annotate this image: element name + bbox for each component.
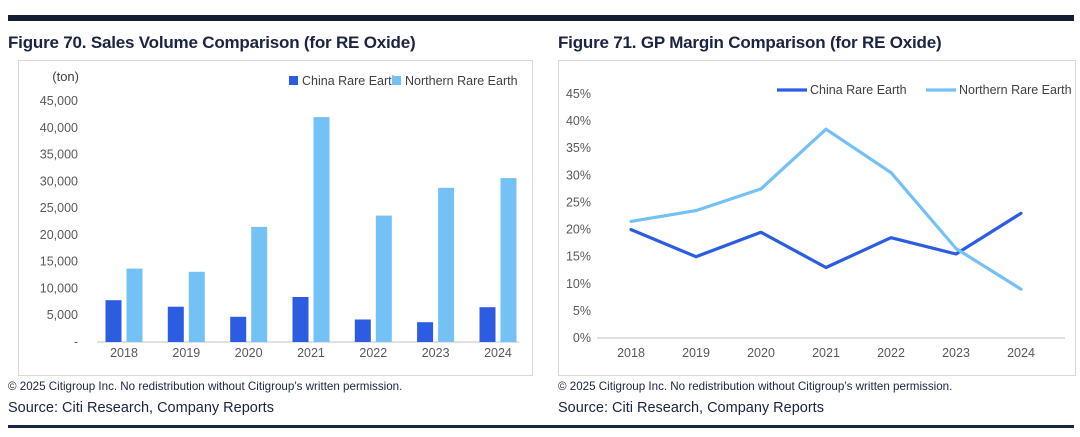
x-axis-tick-label: 2019	[682, 346, 710, 360]
y-axis-tick-label: 35%	[566, 141, 591, 155]
bar-china-2020	[230, 316, 247, 342]
bar-china-2019	[167, 306, 184, 342]
bar-northern-2021	[313, 117, 330, 342]
y-axis-tick-label: 35,000	[40, 148, 78, 162]
x-axis-tick-label: 2020	[235, 346, 263, 360]
legend-swatch-icon	[289, 76, 298, 85]
y-axis-tick-label: 30%	[566, 168, 591, 182]
y-axis-tick-label: 0%	[573, 331, 591, 345]
x-axis-tick-label: 2022	[877, 346, 905, 360]
source-note: Source: Citi Research, Company Reports	[8, 400, 274, 416]
sales-volume-bar-chart: - 5,000 10,000 15,000 20,000 25,000 30,000 35,0…	[40, 69, 519, 360]
y-axis-tick-label: 40,000	[40, 121, 78, 135]
copyright-note: © 2025 Citigroup Inc. No redistribution …	[8, 380, 403, 393]
figure-71-title: Figure 71. GP Margin Comparison (for RE …	[558, 33, 942, 52]
y-axis-tick-label: 15,000	[40, 255, 78, 269]
x-axis-tick-label: 2021	[297, 346, 325, 360]
y-axis-tick-label: 20%	[566, 223, 591, 237]
bar-china-2024	[479, 307, 496, 342]
gp-margin-line-chart: 0% 5% 10% 15% 20% 25% 30% 35% 40% 45% 2018 2019 2020…	[566, 83, 1072, 360]
bar-china-2018	[105, 300, 122, 342]
gp-margin-chart-card: 0% 5% 10% 15% 20% 25% 30% 35% 40% 45% 2018 2019 2020…	[558, 60, 1076, 376]
x-axis-tick-label: 2018	[110, 346, 138, 360]
y-axis-tick-label: 5,000	[47, 308, 78, 322]
bar-northern-2024	[500, 178, 517, 342]
top-divider-rule	[8, 15, 1074, 21]
y-axis-tick-label: 25,000	[40, 201, 78, 215]
x-axis-tick-label: 2020	[747, 346, 775, 360]
y-axis-tick-label: 45,000	[40, 94, 78, 108]
y-axis-tick-label: 25%	[566, 195, 591, 209]
bar-northern-2018	[126, 268, 143, 342]
line-series-china	[629, 211, 1023, 270]
legend-label: Northern Rare Earth	[405, 74, 518, 88]
y-axis-tick-label: 30,000	[40, 174, 78, 188]
y-axis-tick-label: 10,000	[40, 281, 78, 295]
figure-70-title: Figure 70. Sales Volume Comparison (for …	[8, 33, 416, 52]
bar-northern-2022	[375, 215, 392, 342]
figure-70-footer: © 2025 Citigroup Inc. No redistribution …	[8, 380, 528, 416]
x-axis-tick-label: 2023	[942, 346, 970, 360]
y-axis-tick-label: 40%	[566, 114, 591, 128]
legend-label: Northern Rare Earth	[959, 83, 1072, 97]
x-axis-tick-label: 2021	[812, 346, 840, 360]
y-axis-tick-label: 10%	[566, 277, 591, 291]
y-axis-tick-label: 15%	[566, 250, 591, 264]
x-axis-tick-label: 2024	[1007, 346, 1035, 360]
copyright-note: © 2025 Citigroup Inc. No redistribution …	[558, 380, 953, 393]
x-axis-tick-label: 2022	[359, 346, 387, 360]
bar-northern-2020	[251, 226, 268, 342]
legend-swatch-icon	[392, 76, 401, 85]
source-note: Source: Citi Research, Company Reports	[558, 400, 824, 416]
bottom-divider-rule	[8, 425, 1074, 428]
figure-71-panel: Figure 71. GP Margin Comparison (for RE …	[548, 32, 1078, 416]
legend-label: China Rare Earth	[302, 74, 399, 88]
y-axis-tick-label: 20,000	[40, 228, 78, 242]
x-axis-tick-label: 2023	[422, 346, 450, 360]
bar-china-2022	[354, 319, 371, 342]
bar-china-2023	[417, 322, 434, 342]
y-axis-tick-label: 45%	[566, 87, 591, 101]
y-axis-unit-label: (ton)	[52, 69, 79, 84]
x-axis-tick-label: 2018	[617, 346, 645, 360]
y-axis-tick-label: -	[74, 335, 78, 349]
x-axis-tick-label: 2019	[172, 346, 200, 360]
y-axis-tick-label: 5%	[573, 304, 591, 318]
figure-71-footer: © 2025 Citigroup Inc. No redistribution …	[558, 380, 1078, 416]
figure-70-panel: Figure 70. Sales Volume Comparison (for …	[8, 32, 538, 416]
bar-northern-2019	[188, 271, 205, 342]
bar-china-2021	[292, 297, 309, 342]
x-axis-tick-label: 2024	[484, 346, 512, 360]
line-series-northern	[629, 127, 1023, 291]
sales-volume-chart-card: - 5,000 10,000 15,000 20,000 25,000 30,000 35,0…	[18, 60, 533, 376]
legend-label: China Rare Earth	[810, 83, 907, 97]
bar-northern-2023	[438, 187, 455, 342]
